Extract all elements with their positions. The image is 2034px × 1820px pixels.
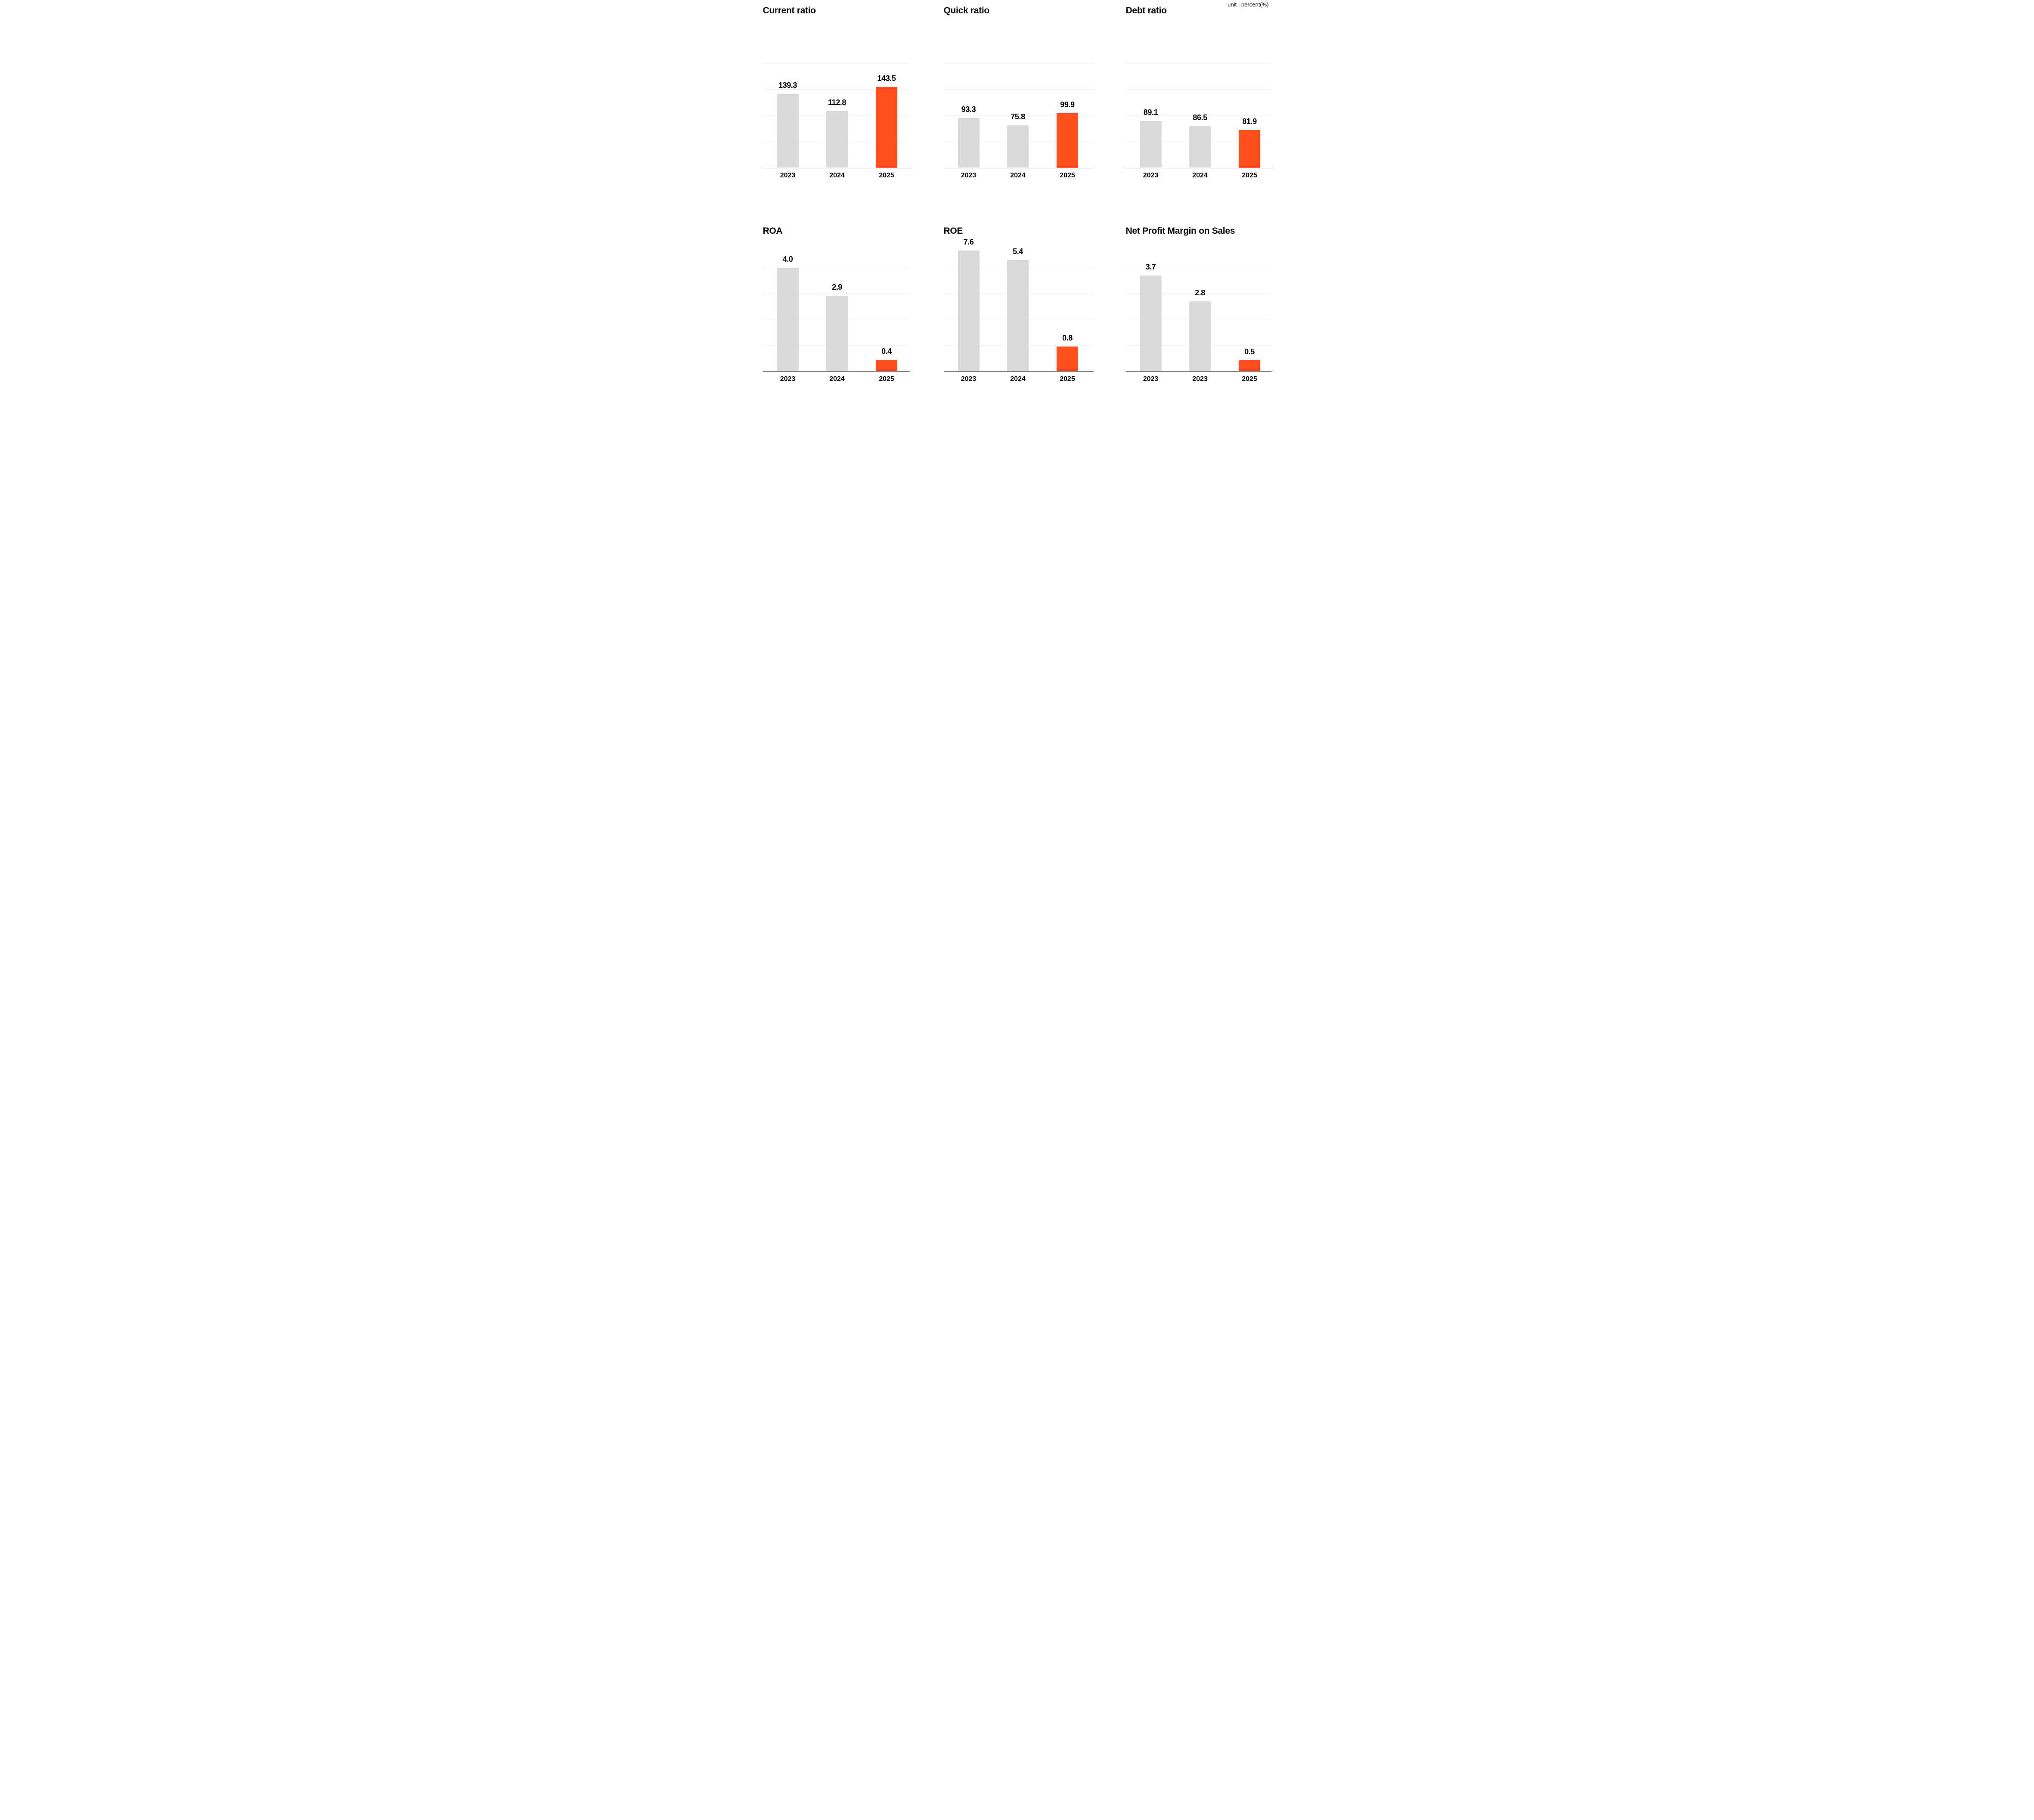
value-label: 2.9 xyxy=(832,282,842,291)
bar-2024 xyxy=(1007,260,1029,371)
x-tick-label: 2025 xyxy=(1060,375,1075,383)
bar-2023 xyxy=(1140,275,1162,371)
bar-highlight-2025 xyxy=(876,87,897,168)
bar-2023 xyxy=(958,251,980,371)
chart-title: Net Profit Margin on Sales xyxy=(1126,226,1235,236)
chart-title: ROA xyxy=(763,226,783,236)
x-tick-label: 2024 xyxy=(829,375,845,383)
x-axis-line xyxy=(943,167,1094,169)
chart-title: Quick ratio xyxy=(943,6,990,15)
x-tick-label: 2023 xyxy=(1143,172,1159,179)
value-label: 143.5 xyxy=(877,74,896,83)
bar-2023 xyxy=(958,118,980,168)
value-label: 89.1 xyxy=(1143,108,1158,117)
x-axis-line xyxy=(1126,167,1271,169)
bar-highlight-2025 xyxy=(1057,113,1078,168)
value-label: 3.7 xyxy=(1145,263,1156,271)
bar-2023 xyxy=(1189,301,1211,371)
value-label: 112.8 xyxy=(828,98,846,107)
chart-net-profit-margin-on-sales: Net Profit Margin on Sales 3.7 2023 2.8 2023… xyxy=(1126,202,1271,405)
x-tick-label: 2023 xyxy=(1143,375,1159,383)
value-label: 93.3 xyxy=(961,105,976,114)
value-label: 0.5 xyxy=(1244,347,1255,356)
x-axis-line xyxy=(763,371,910,372)
bar-2023 xyxy=(1140,121,1162,168)
financial-ratios-dashboard: unit : percent(%) Current ratio 139.3 2023… xyxy=(763,0,1271,455)
x-tick-label: 2023 xyxy=(961,375,977,383)
value-label: 4.0 xyxy=(782,254,793,263)
x-tick-label: 2024 xyxy=(1010,172,1026,179)
x-tick-label: 2023 xyxy=(1192,375,1208,383)
bar-2023 xyxy=(777,93,799,168)
x-tick-label: 2024 xyxy=(829,172,845,179)
chart-roa: ROA 4.0 2023 2.9 2024 0.4 2025 xyxy=(763,202,910,405)
value-label: 7.6 xyxy=(963,238,974,246)
bar-2024 xyxy=(1189,126,1211,168)
bar-2024 xyxy=(826,295,848,371)
x-tick-label: 2023 xyxy=(780,375,796,383)
chart-title: Current ratio xyxy=(763,6,816,15)
value-label: 0.4 xyxy=(881,347,892,356)
x-axis-line xyxy=(943,371,1094,372)
x-tick-label: 2023 xyxy=(961,172,977,179)
bar-highlight-2025 xyxy=(876,360,897,371)
chart-current-ratio: Current ratio 139.3 2023 112.8 2024 143.5 2025 xyxy=(763,0,910,202)
x-tick-label: 2025 xyxy=(1242,172,1257,179)
unit-label: unit : percent(%) xyxy=(1228,1,1269,8)
x-axis-line xyxy=(1126,371,1271,372)
chart-debt-ratio: Debt ratio 89.1 2023 86.5 2024 81.9 2025 xyxy=(1126,0,1271,202)
x-tick-label: 2025 xyxy=(879,375,894,383)
bar-highlight-2025 xyxy=(1239,360,1260,371)
chart-title: ROE xyxy=(943,226,963,236)
value-label: 0.8 xyxy=(1062,334,1073,342)
value-label: 5.4 xyxy=(1013,247,1023,256)
bar-highlight-2025 xyxy=(1239,130,1260,168)
value-label: 99.9 xyxy=(1060,100,1075,109)
value-label: 81.9 xyxy=(1242,117,1257,126)
x-tick-label: 2023 xyxy=(780,172,796,179)
bar-2024 xyxy=(1007,125,1029,168)
bar-2024 xyxy=(826,111,848,168)
value-label: 139.3 xyxy=(778,80,797,90)
x-tick-label: 2025 xyxy=(1060,172,1075,179)
x-tick-label: 2024 xyxy=(1192,172,1208,179)
bar-2023 xyxy=(777,267,799,371)
chart-roe: ROE 7.6 2023 5.4 2024 0.8 2025 xyxy=(943,202,1094,405)
value-label: 2.8 xyxy=(1195,288,1205,297)
bar-highlight-2025 xyxy=(1057,347,1078,371)
value-label: 86.5 xyxy=(1193,113,1207,122)
x-axis-line xyxy=(763,167,910,169)
x-tick-label: 2025 xyxy=(879,172,894,179)
value-label: 75.8 xyxy=(1011,112,1025,121)
x-tick-label: 2024 xyxy=(1010,375,1026,383)
x-tick-label: 2025 xyxy=(1242,375,1257,383)
chart-title: Debt ratio xyxy=(1126,6,1167,15)
chart-quick-ratio: Quick ratio 93.3 2023 75.8 2024 99.9 2025 xyxy=(943,0,1094,202)
